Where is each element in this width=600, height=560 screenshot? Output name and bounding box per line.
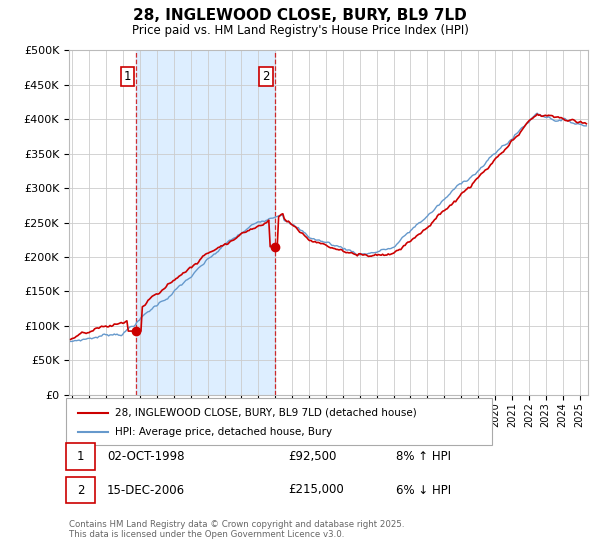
Text: 02-OCT-1998: 02-OCT-1998 [107, 450, 184, 463]
Text: £215,000: £215,000 [288, 483, 344, 497]
Text: 8% ↑ HPI: 8% ↑ HPI [396, 450, 451, 463]
Text: 15-DEC-2006: 15-DEC-2006 [107, 483, 185, 497]
Text: 2: 2 [77, 483, 84, 497]
Text: 28, INGLEWOOD CLOSE, BURY, BL9 7LD (detached house): 28, INGLEWOOD CLOSE, BURY, BL9 7LD (deta… [115, 408, 417, 418]
Text: £92,500: £92,500 [288, 450, 337, 463]
Bar [136, 50, 275, 395]
Text: 1: 1 [124, 70, 131, 83]
Text: Price paid vs. HM Land Registry's House Price Index (HPI): Price paid vs. HM Land Registry's House … [131, 24, 469, 37]
Text: 1: 1 [77, 450, 84, 463]
Text: Contains HM Land Registry data © Crown copyright and database right 2025.
This d: Contains HM Land Registry data © Crown c… [69, 520, 404, 539]
Text: 2: 2 [262, 70, 270, 83]
Text: 6% ↓ HPI: 6% ↓ HPI [396, 483, 451, 497]
Text: HPI: Average price, detached house, Bury: HPI: Average price, detached house, Bury [115, 427, 332, 437]
Text: 28, INGLEWOOD CLOSE, BURY, BL9 7LD: 28, INGLEWOOD CLOSE, BURY, BL9 7LD [133, 8, 467, 24]
